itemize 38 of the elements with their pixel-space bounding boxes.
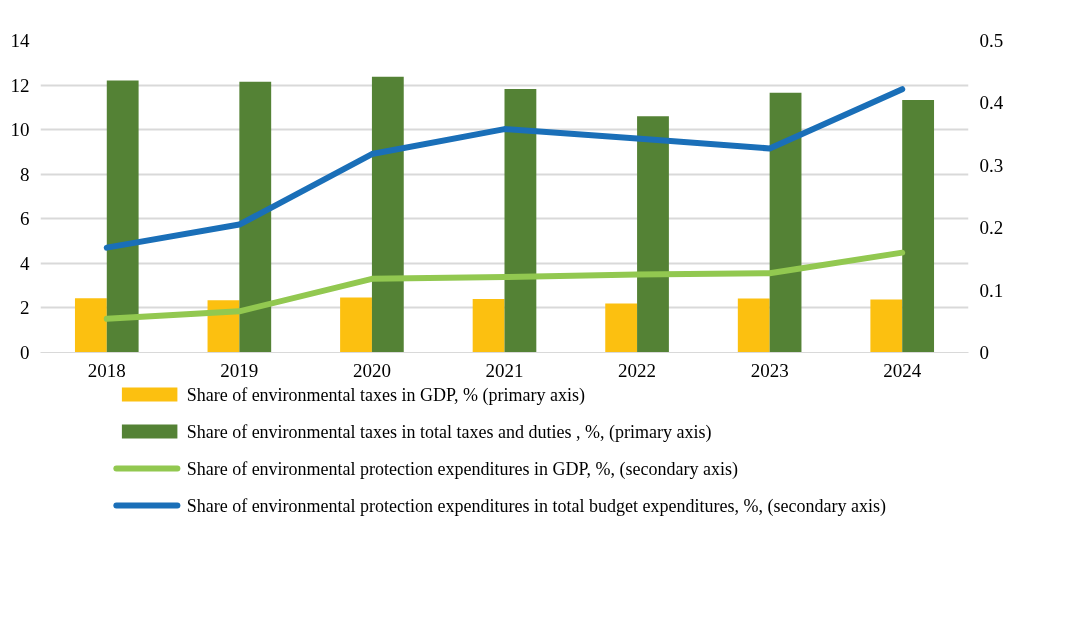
y-tick-label: 4 <box>20 252 30 274</box>
legend-label: Share of environmental taxes in GDP, % (primary axis) <box>186 384 586 406</box>
bar <box>769 92 802 353</box>
legend-label: Share of environmental protection expenditures in total budget expenditures, %, (secondary axis) <box>186 495 886 517</box>
y2-tick-label: 0.3 <box>979 154 1004 176</box>
bar <box>637 116 669 353</box>
bar <box>870 299 903 353</box>
x-tick-label: 2020 <box>352 359 391 381</box>
y-tick-label: 2 <box>20 297 30 319</box>
x-tick-label: 2021 <box>485 359 524 381</box>
y-tick-label: 10 <box>10 119 30 141</box>
bar <box>239 81 272 353</box>
x-tick-label: 2024 <box>883 359 922 381</box>
legend-label: Share of environmental protection expenditures in GDP, %, (secondary axis) <box>186 458 739 480</box>
x-tick-label: 2019 <box>220 359 259 381</box>
bar <box>472 299 505 353</box>
y-tick-label: 8 <box>20 163 30 185</box>
y-tick-label: 12 <box>10 74 30 96</box>
bar <box>371 76 404 353</box>
y-tick-label: 6 <box>20 208 30 230</box>
bar <box>106 80 139 353</box>
x-tick-label: 2023 <box>750 359 789 381</box>
legend-label: Share of environmental taxes in total taxes and duties , %, (primary axis) <box>186 421 712 443</box>
y2-tick-label: 0.2 <box>979 217 1004 239</box>
bar <box>737 298 770 353</box>
y-tick-label: 14 <box>10 30 30 51</box>
y2-tick-label: 0 <box>979 342 989 363</box>
bar <box>504 89 537 353</box>
x-tick-label: 2022 <box>618 359 657 381</box>
bar <box>74 298 107 353</box>
y2-tick-label: 0.4 <box>979 92 1004 114</box>
y-tick-label: 0 <box>20 342 30 363</box>
y2-tick-label: 0.5 <box>979 30 1004 51</box>
bar <box>340 297 372 353</box>
y2-tick-label: 0.1 <box>979 279 1004 301</box>
bar <box>605 303 638 353</box>
x-tick-label: 2018 <box>87 359 126 381</box>
bar <box>902 100 935 353</box>
